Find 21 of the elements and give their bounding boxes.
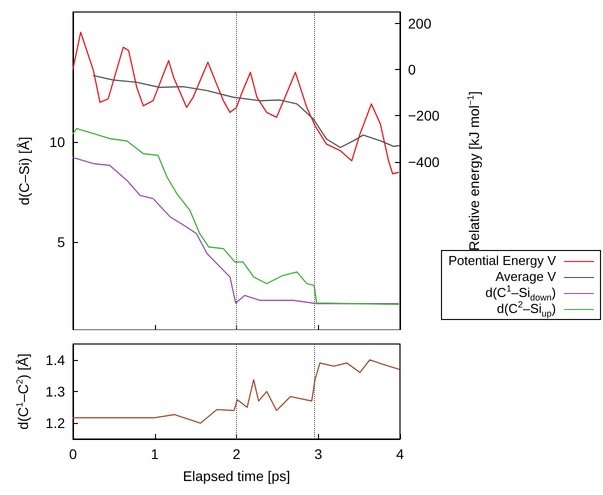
y2-axis-title: Relative energy [kJ mol−1]	[466, 91, 482, 251]
y2-tick-label: 0	[408, 62, 416, 78]
y-tick-label: 1.2	[46, 415, 66, 432]
y2-tick-label: 200	[408, 16, 432, 32]
y-axis-title: d(C–Si) [Å]	[16, 136, 32, 206]
x-tick-label: 4	[396, 446, 404, 462]
y2-tick-label: −400	[408, 154, 440, 170]
y-tick-label: 1.4	[46, 352, 66, 368]
y-axis-title: d(C1–C2) [Å]	[14, 353, 31, 430]
x-tick-label: 3	[314, 446, 322, 462]
x-axis-title: Elapsed time [ps]	[182, 468, 290, 484]
y-tick-label: 5	[57, 234, 66, 250]
legend-label: Average V	[496, 269, 556, 285]
x-tick-label: 2	[232, 446, 241, 462]
x-tick-label: 0	[69, 446, 78, 462]
legend-label: d(C$^{2}$–Si$_{up}$)	[496, 300, 556, 319]
legend-label: Potential Energy V	[448, 253, 556, 269]
x-tick-label: 1	[150, 446, 159, 462]
y-tick-label: 1.3	[46, 384, 66, 400]
y2-tick-label: −200	[408, 108, 440, 124]
y-tick-label: 10	[49, 134, 66, 150]
